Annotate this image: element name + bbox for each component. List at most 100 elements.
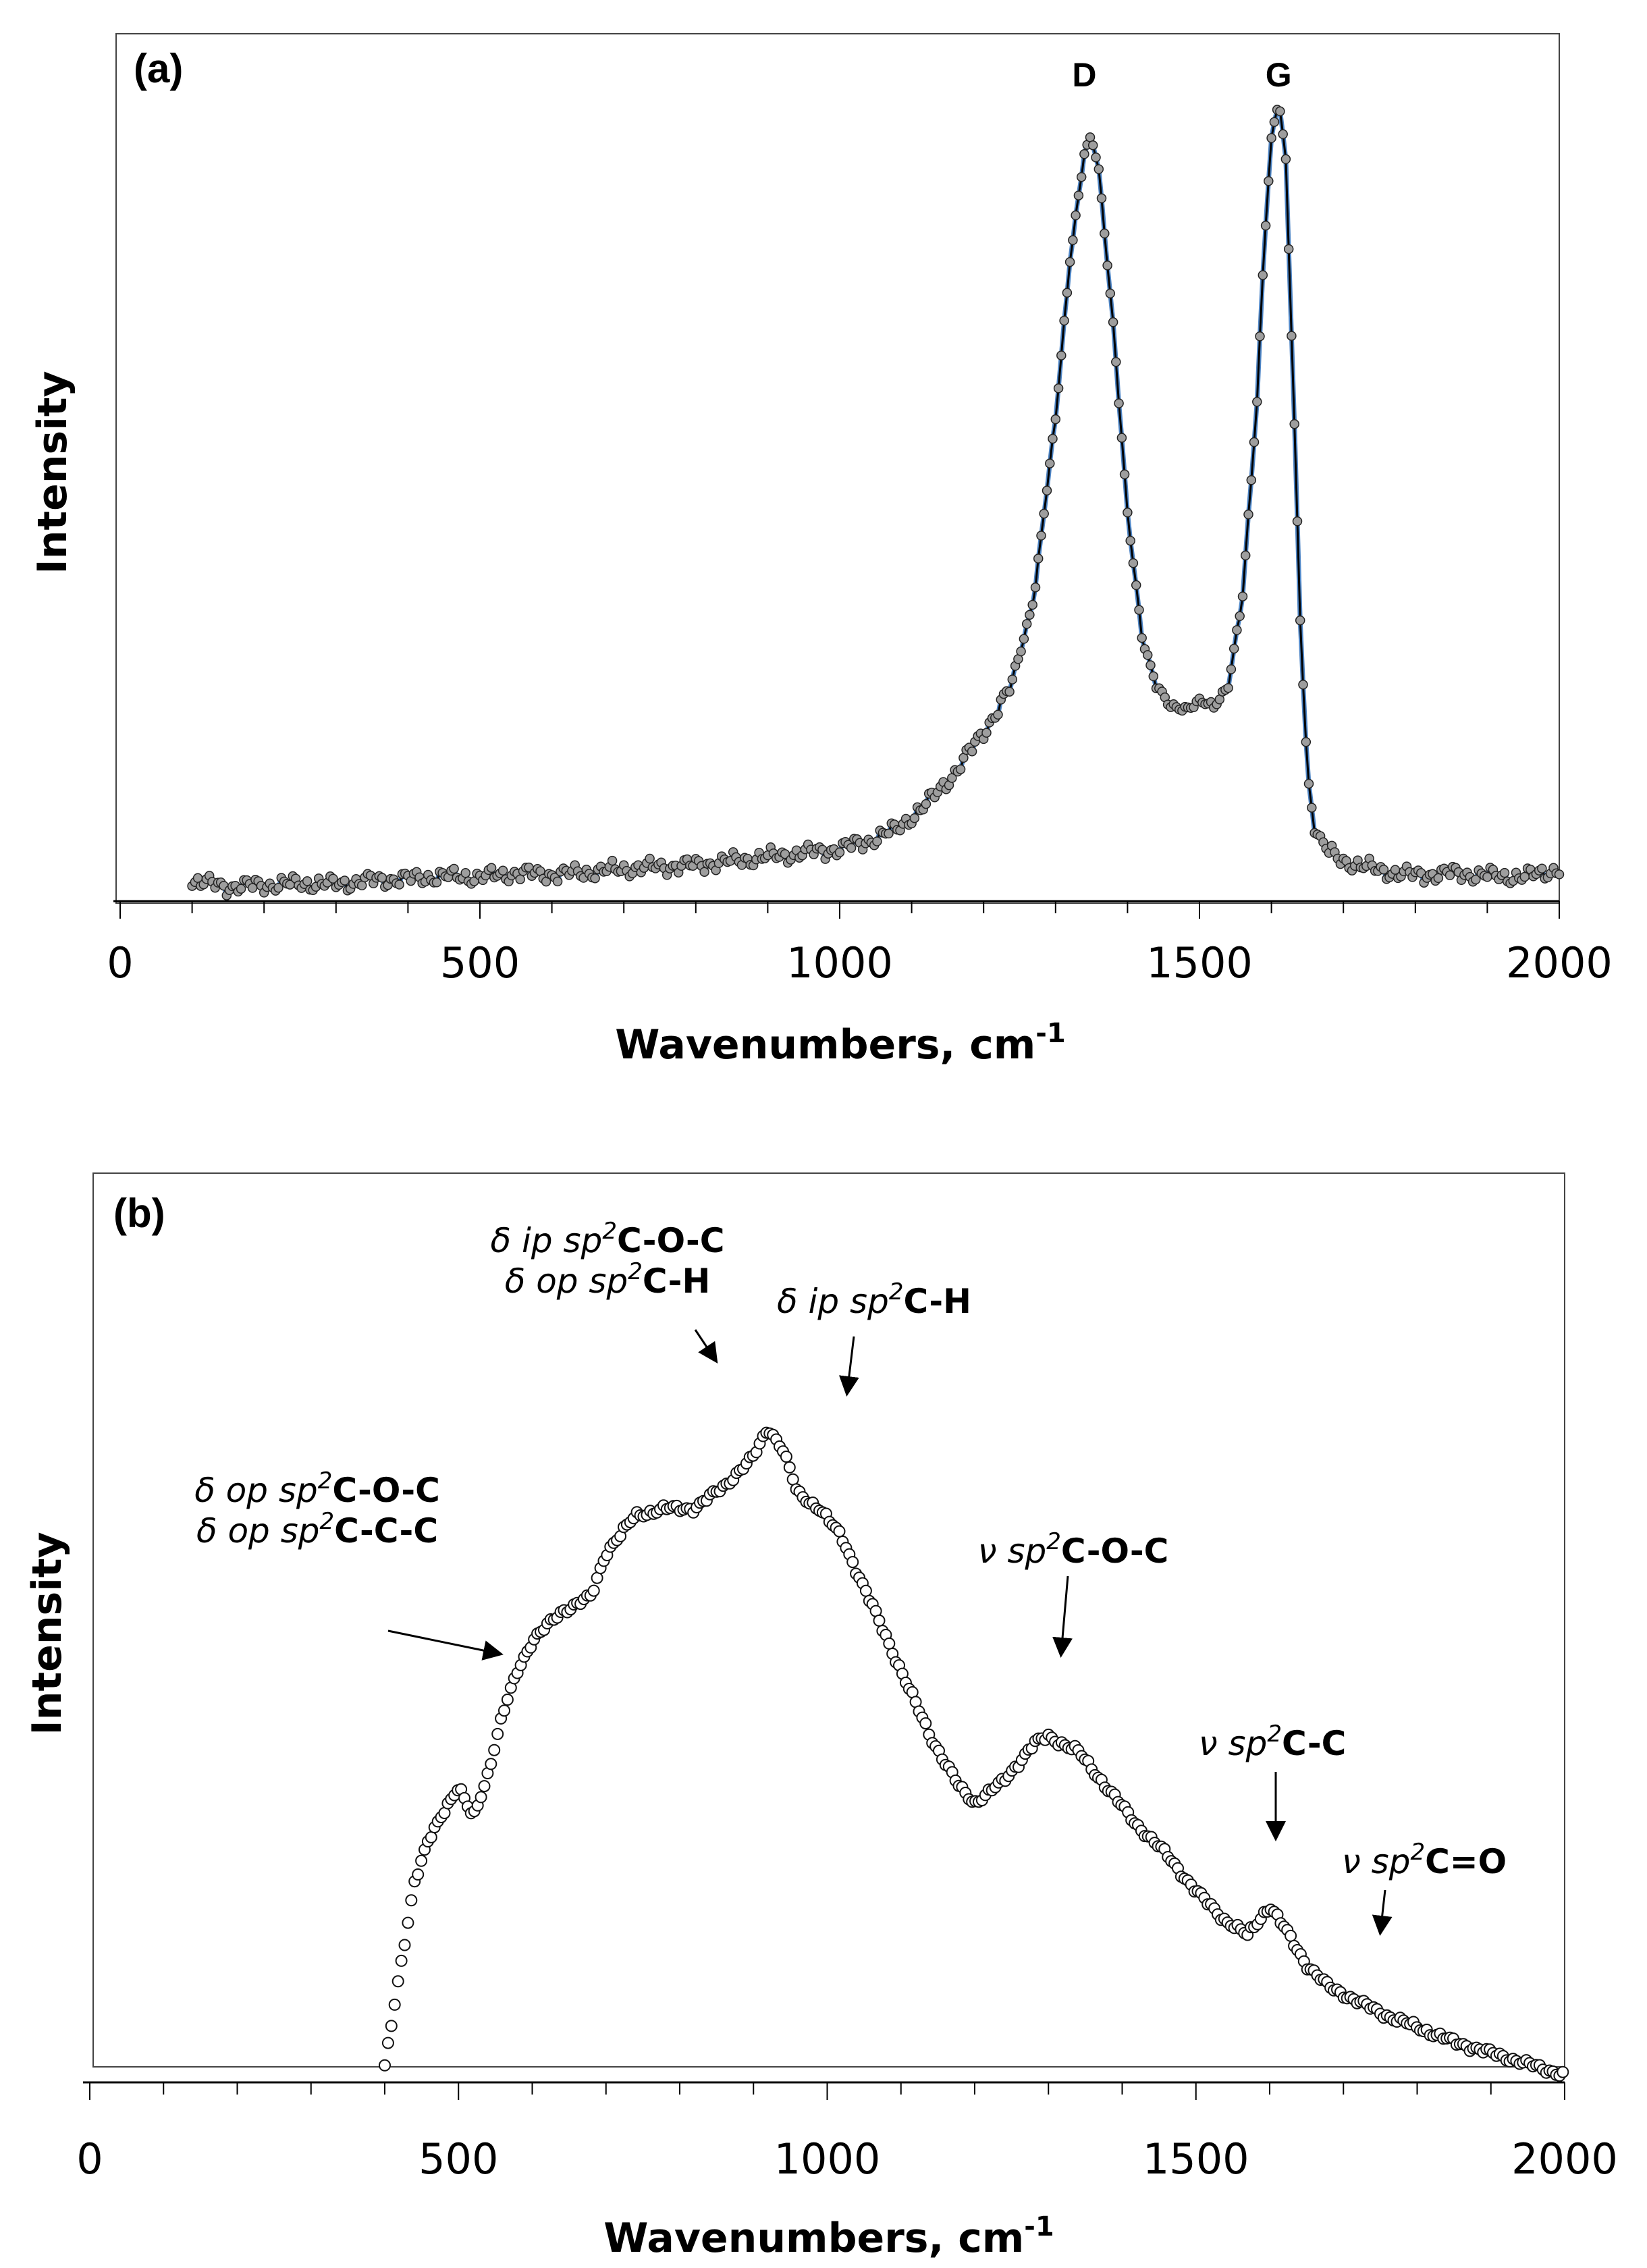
ann-symbol: δ (777, 1282, 808, 1321)
data-point (1007, 674, 1018, 684)
data-point (909, 813, 920, 824)
data-point (1027, 599, 1037, 610)
data-point (385, 2020, 398, 2032)
data-point (1240, 550, 1251, 561)
x-tick-label: 2000 (1506, 938, 1613, 988)
data-point (1105, 288, 1116, 299)
ann-bond: C=O (1425, 1842, 1507, 1881)
data-point (501, 1694, 514, 1706)
panel-b-x-axis-title: Wavenumbers, cm-1 (603, 2211, 1054, 2262)
data-point (1557, 2066, 1569, 2078)
panel-b-label: (b) (113, 1191, 165, 1236)
ann-symbol: δ (194, 1471, 225, 1510)
data-point (388, 1998, 401, 2011)
ann-symbol: ν (1199, 1724, 1228, 1763)
data-point (1114, 398, 1124, 408)
panel-a-x-axis-title-text: Wavenumbers, cm (615, 1021, 1035, 1069)
data-point (846, 842, 857, 853)
data-point (395, 1954, 408, 1967)
data-point (834, 847, 845, 858)
data-point (1223, 682, 1233, 693)
panel-b-x-axis: 0 500 1000 1500 2000 (76, 2081, 1618, 2184)
data-point (415, 1854, 428, 1867)
ann-sup: 2 (1267, 1721, 1282, 1748)
data-point (552, 876, 563, 887)
data-point (485, 1758, 497, 1771)
data-point (1266, 133, 1276, 143)
data-point (1228, 643, 1239, 654)
data-point (1269, 117, 1280, 127)
ann-mode: op sp (536, 1262, 628, 1301)
data-point (1036, 531, 1046, 541)
data-point (1042, 485, 1052, 496)
data-point (1045, 458, 1055, 468)
ann-bond: C-H (903, 1282, 971, 1321)
data-point (1039, 508, 1049, 519)
ann-mode: ip sp (809, 1282, 889, 1321)
data-point (398, 1939, 411, 1951)
ann-mode: sp (1372, 1842, 1411, 1881)
data-point (1030, 582, 1041, 593)
data-point (236, 884, 246, 894)
data-point (1285, 1929, 1297, 1942)
ann-mode: op sp (227, 1511, 319, 1550)
x-tick-label: 500 (440, 938, 520, 988)
panel-a-label: (a) (134, 46, 183, 91)
data-point (1519, 871, 1530, 882)
data-point (1064, 256, 1075, 267)
data-point (497, 865, 508, 876)
data-point (402, 1916, 414, 1929)
data-point (1119, 469, 1130, 480)
data-point (872, 836, 882, 846)
ann-bond: C-C-C (334, 1511, 438, 1550)
data-point (1232, 625, 1242, 635)
data-point (1283, 244, 1294, 254)
data-point (1142, 650, 1153, 660)
data-point (1378, 864, 1389, 875)
data-point (1025, 610, 1035, 620)
data-point (1116, 433, 1127, 443)
band-annotation: δ ip sp2C-O-C (491, 1218, 725, 1260)
data-point (859, 1584, 872, 1597)
ann-bond: C-C (1282, 1724, 1346, 1763)
annotation-arrow (1372, 1889, 1393, 1936)
ann-sup: 2 (319, 1508, 334, 1535)
ann-mode: sp (1007, 1532, 1046, 1571)
data-point (1226, 664, 1237, 674)
x-tick-label: 1000 (774, 2134, 881, 2184)
band-annotation: δ op sp2C-O-C (194, 1467, 440, 1510)
data-point (1111, 356, 1121, 367)
data-point (1243, 509, 1253, 520)
ann-sup: 2 (1046, 1528, 1061, 1555)
data-point (780, 1451, 792, 1463)
data-point (1128, 558, 1139, 568)
data-point (460, 868, 470, 878)
band-annotation: δ op sp2C-C-C (196, 1508, 438, 1550)
data-point (591, 1571, 603, 1584)
ann-bond: C-O-C (332, 1471, 439, 1510)
annotation-arrow (694, 1329, 718, 1364)
panel-b-chart: (b) 0 500 1000 1500 2000 δ op sp2C-O-Cδ op s… (24, 1172, 1618, 2262)
data-point (921, 799, 932, 809)
data-point (955, 764, 966, 774)
data-point (783, 1461, 796, 1474)
data-point (1280, 154, 1291, 165)
data-point (491, 1727, 504, 1740)
data-point (1123, 508, 1133, 518)
data-point (1073, 190, 1084, 200)
data-point (1537, 863, 1547, 873)
ann-mode: op sp (226, 1471, 318, 1510)
band-annotation: ν sp2C-C (1199, 1721, 1347, 1763)
data-point (1056, 350, 1066, 360)
data-point (846, 1556, 859, 1569)
data-point (478, 1780, 491, 1793)
data-point (1278, 129, 1288, 140)
data-point (883, 1637, 896, 1650)
x-tick-label: 1500 (1143, 2134, 1249, 2184)
data-point (340, 875, 350, 886)
data-point (425, 1831, 437, 1843)
data-point (412, 1868, 425, 1881)
panel-b-x-axis-title-sup: -1 (1024, 2211, 1054, 2242)
data-point (786, 1473, 799, 1486)
